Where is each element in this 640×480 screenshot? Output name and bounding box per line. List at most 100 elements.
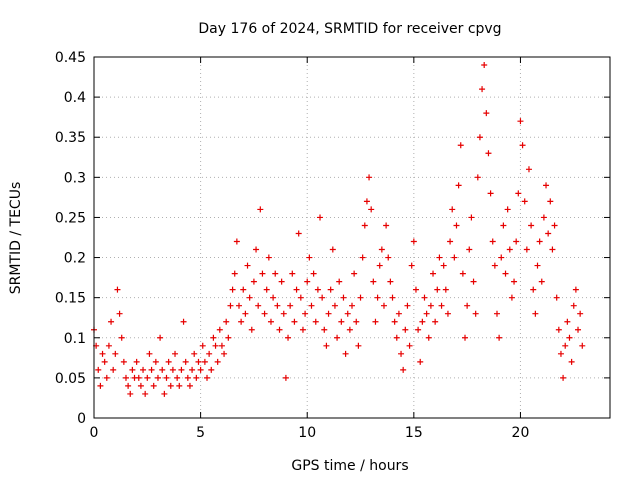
data-point: [253, 246, 260, 253]
data-point: [349, 302, 355, 309]
data-point: [137, 382, 144, 389]
data-point: [470, 278, 477, 285]
y-tick-label: 0.3: [64, 170, 86, 186]
data-point: [447, 238, 454, 245]
data-point: [566, 334, 573, 341]
data-point: [359, 254, 366, 261]
data-point: [498, 254, 505, 261]
data-point: [197, 366, 204, 373]
data-point: [374, 294, 381, 301]
data-point: [293, 286, 300, 293]
data-point: [398, 350, 405, 357]
data-point: [195, 358, 202, 365]
data-point: [459, 270, 466, 277]
data-point: [238, 318, 245, 325]
data-point: [560, 374, 567, 381]
data-point: [502, 270, 509, 277]
data-point: [108, 318, 115, 325]
data-point: [191, 350, 198, 357]
data-point: [140, 366, 147, 373]
data-point: [112, 350, 119, 357]
data-point: [555, 326, 562, 333]
data-point: [159, 366, 166, 373]
data-point: [517, 118, 524, 125]
data-point: [436, 254, 443, 261]
y-tick-label: 0.25: [55, 210, 86, 226]
data-point: [142, 390, 149, 397]
data-point: [103, 374, 110, 381]
data-point: [423, 310, 430, 317]
data-point: [97, 382, 104, 389]
data-point: [208, 366, 215, 373]
data-point: [453, 222, 460, 229]
data-point: [180, 318, 187, 325]
data-point: [462, 334, 469, 341]
data-point: [395, 310, 402, 317]
data-point: [223, 318, 230, 325]
data-point: [491, 262, 498, 269]
y-axis-ticks: 0 0.05 0.1 0.15 0.2 0.25 0.3 0.35 0.4 0.45: [55, 50, 610, 427]
data-point: [363, 198, 370, 205]
data-point: [334, 334, 341, 341]
data-point: [376, 262, 383, 269]
data-point: [127, 390, 134, 397]
data-point: [306, 254, 313, 261]
data-point: [570, 302, 577, 309]
data-point: [225, 334, 232, 341]
data-point: [406, 342, 413, 349]
data-point: [540, 214, 547, 221]
data-point: [408, 262, 415, 269]
data-point: [553, 294, 560, 301]
data-point: [295, 230, 302, 237]
data-point: [487, 190, 494, 197]
data-point: [370, 278, 377, 285]
data-point: [135, 374, 142, 381]
data-point: [466, 246, 473, 253]
data-point: [451, 254, 458, 261]
data-point: [474, 174, 481, 181]
data-point: [511, 278, 518, 285]
data-point: [528, 222, 535, 229]
data-point: [267, 318, 274, 325]
data-point: [189, 366, 196, 373]
data-point: [508, 294, 515, 301]
data-point: [327, 286, 334, 293]
data-point: [163, 374, 170, 381]
data-point: [515, 190, 522, 197]
data-point: [412, 286, 419, 293]
data-point: [95, 366, 102, 373]
data-point: [270, 294, 277, 301]
y-tick-label: 0.15: [55, 291, 86, 307]
data-point: [242, 310, 249, 317]
data-point: [425, 334, 432, 341]
data-point: [278, 278, 285, 285]
data-point: [227, 302, 234, 309]
data-point: [174, 374, 181, 381]
data-point: [485, 150, 492, 157]
y-tick-label: 0.45: [55, 50, 86, 66]
data-point: [506, 246, 513, 253]
plot-frame: [93, 56, 611, 419]
data-point: [449, 206, 456, 213]
data-point: [255, 302, 262, 309]
data-point: [240, 286, 247, 293]
data-point: [329, 246, 336, 253]
data-point: [385, 254, 392, 261]
data-point: [178, 366, 185, 373]
data-point: [265, 254, 272, 261]
data-point: [504, 206, 511, 213]
data-point: [378, 246, 385, 253]
data-point: [231, 270, 238, 277]
data-point: [314, 286, 321, 293]
data-point: [442, 286, 449, 293]
data-point: [148, 366, 155, 373]
data-point: [543, 182, 550, 189]
data-point: [472, 310, 479, 317]
data-point: [101, 358, 108, 365]
data-point: [287, 302, 294, 309]
data-point: [534, 262, 541, 269]
data-point: [216, 326, 223, 333]
data-point: [368, 206, 375, 213]
data-point: [152, 358, 159, 365]
y-tick-label: 0.35: [55, 130, 86, 146]
